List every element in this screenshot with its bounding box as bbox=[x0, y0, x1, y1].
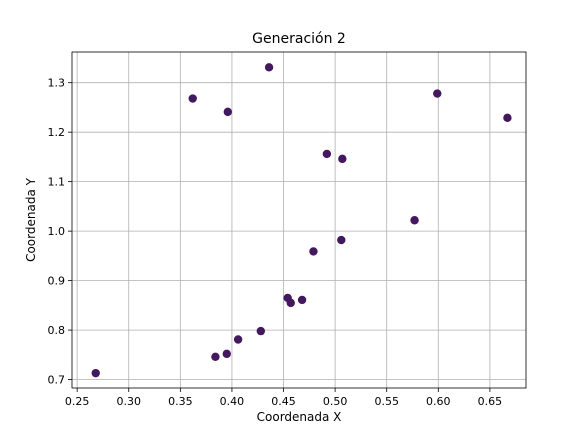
y-tick-label: 0.8 bbox=[48, 324, 66, 337]
data-point bbox=[503, 113, 512, 123]
data-point bbox=[309, 247, 318, 256]
y-tick-label: 0.7 bbox=[48, 374, 66, 387]
data-point bbox=[286, 298, 295, 308]
x-tick-label: 0.25 bbox=[65, 395, 90, 408]
y-axis-label: Coordenada Y bbox=[24, 177, 38, 262]
y-tick-label: 1.3 bbox=[48, 77, 66, 90]
x-tick-label: 0.45 bbox=[271, 395, 296, 408]
x-tick-label: 0.55 bbox=[374, 395, 399, 408]
data-point bbox=[233, 335, 243, 344]
y-axis-ticks: 0.7 0.8 0.9 1.0 1.1 1.2 1.3 bbox=[48, 77, 72, 387]
data-point bbox=[211, 352, 220, 362]
data-point bbox=[410, 216, 419, 225]
x-axis-label: Coordenada X bbox=[257, 410, 342, 424]
x-tick-label: 0.60 bbox=[426, 395, 451, 408]
data-point bbox=[264, 63, 274, 72]
plot-frame bbox=[71, 51, 527, 389]
data-point bbox=[222, 349, 231, 359]
x-tick-label: 0.50 bbox=[323, 395, 348, 408]
data-point bbox=[91, 368, 100, 378]
y-tick-label: 1.1 bbox=[48, 176, 66, 189]
y-tick-label: 1.0 bbox=[48, 225, 66, 238]
x-tick-label: 0.30 bbox=[117, 395, 142, 408]
x-tick-label: 0.65 bbox=[478, 395, 503, 408]
data-point bbox=[322, 149, 332, 159]
y-tick-label: 1.2 bbox=[48, 126, 66, 139]
chart-title: Generación 2 bbox=[252, 31, 346, 47]
y-tick-label: 0.9 bbox=[48, 275, 66, 288]
data-point bbox=[338, 154, 347, 164]
data-point bbox=[337, 235, 346, 245]
grid-lines bbox=[72, 52, 526, 388]
x-tick-label: 0.35 bbox=[168, 395, 193, 408]
data-point bbox=[223, 107, 233, 117]
data-point bbox=[433, 89, 442, 98]
data-point bbox=[188, 94, 197, 103]
data-point bbox=[256, 326, 266, 336]
data-point bbox=[297, 295, 307, 305]
x-tick-label: 0.40 bbox=[220, 395, 245, 408]
x-axis-ticks: 0.25 0.30 0.35 0.40 0.45 0.50 0.55 0.60 0.65 bbox=[65, 388, 502, 408]
data-points bbox=[91, 63, 512, 378]
